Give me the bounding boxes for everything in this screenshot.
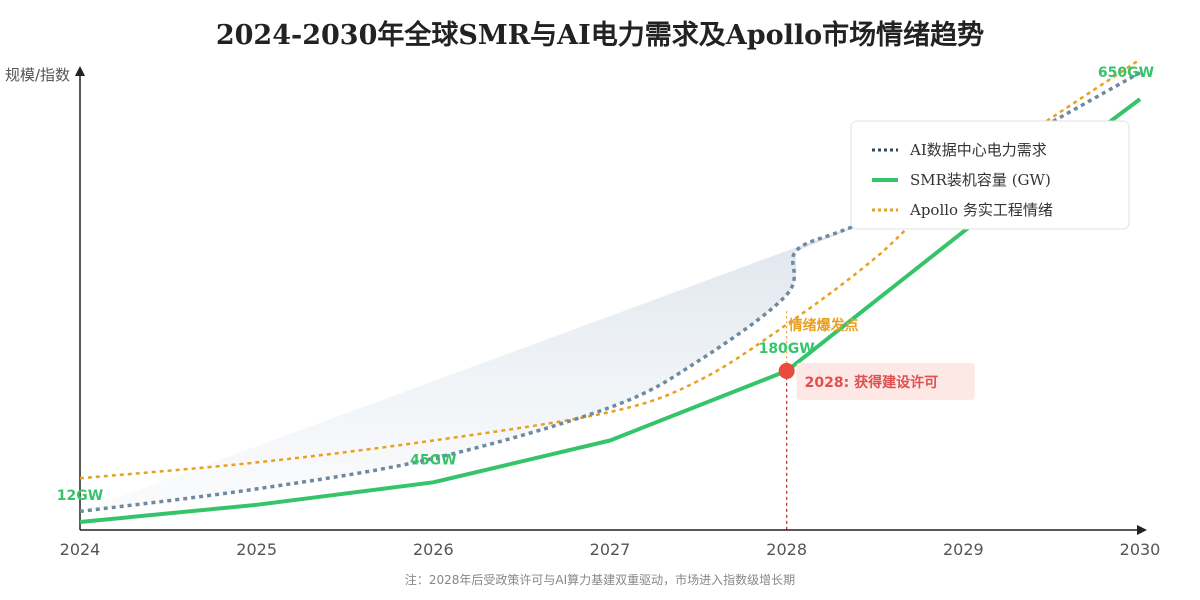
y-axis-arrow xyxy=(75,66,85,76)
permit-marker xyxy=(778,362,795,379)
demand-gap-area xyxy=(80,205,911,512)
x-tick-label: 2025 xyxy=(236,540,277,559)
x-tick-label: 2024 xyxy=(60,540,101,559)
y-axis-label: 规模/指数 xyxy=(5,66,70,84)
permit-callout-box xyxy=(796,362,975,400)
legend-label: Apollo 务实工程情绪 xyxy=(909,201,1053,219)
x-axis-arrow xyxy=(1137,525,1147,535)
data-label: 12GW xyxy=(57,488,103,504)
x-tick-label: 2029 xyxy=(943,540,984,559)
x-tick-label: 2028 xyxy=(766,540,807,559)
sentiment-burst-label: 情绪爆发点 xyxy=(789,317,859,334)
data-label: 45GW xyxy=(410,452,456,468)
legend-box xyxy=(850,120,1130,230)
x-tick-label: 2027 xyxy=(590,540,631,559)
legend-label: AI数据中心电力需求 xyxy=(909,141,1047,159)
footnote: 注：2028年后受政策许可与AI算力基建双重驱动，市场进入指数级增长期 xyxy=(405,572,795,587)
x-tick-label: 2030 xyxy=(1120,540,1161,559)
legend: AI数据中心电力需求 SMR装机容量 (GW) Apollo 务实工程情绪 xyxy=(850,120,1130,230)
chart-title: 2024-2030年全球SMR与AI电力需求及Apollo市场情绪趋势 xyxy=(216,19,984,51)
data-label: 650GW xyxy=(1098,65,1154,81)
x-tick-label: 2026 xyxy=(413,540,454,559)
permit-callout-label: 2028: 获得建设许可 xyxy=(805,374,938,391)
data-label: 180GW xyxy=(759,341,815,357)
legend-label: SMR装机容量 (GW) xyxy=(910,171,1051,189)
